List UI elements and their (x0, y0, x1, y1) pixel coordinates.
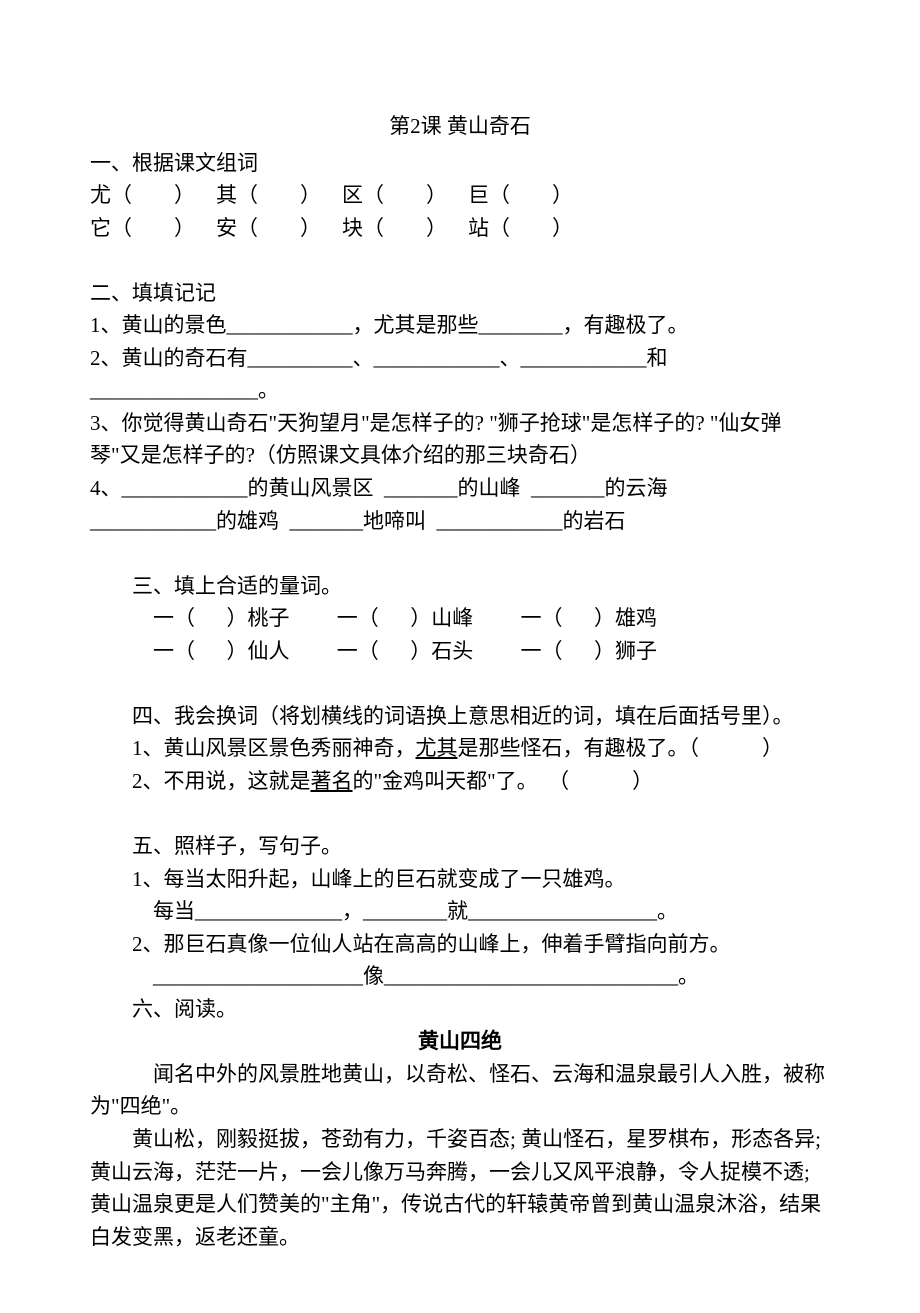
section-2-q4b: ____________的雄鸡 _______地啼叫 ____________的… (90, 505, 830, 538)
section-5-q1-blank: 每当______________，________就______________… (90, 895, 830, 928)
section-2-q2: 2、黄山的奇石有__________、____________、________… (90, 342, 830, 407)
reading-paragraph-2: 黄山松，刚毅挺拔，苍劲有力，千姿百态; 黄山怪石，星罗棋布，形态各异; 黄山云海… (90, 1123, 830, 1253)
lesson-title: 第2课 黄山奇石 (90, 110, 830, 143)
section-1-row-2: 它（ ） 安（ ） 块（ ） 站（ ） (90, 212, 830, 245)
reading-title: 黄山四绝 (90, 1025, 830, 1058)
section-5-header: 五、照样子，写句子。 (90, 830, 830, 863)
section-5-q2: 2、那巨石真像一位仙人站在高高的山峰上，伸着手臂指向前方。 (90, 928, 830, 961)
section-2-q4a: 4、____________的黄山风景区 _______的山峰 _______的… (90, 472, 830, 505)
section-3-row-2: 一（ ）仙人 一（ ）石头 一（ ）狮子 (90, 635, 830, 668)
section-2-header: 二、填填记记 (90, 277, 830, 310)
document-page: 第2课 黄山奇石 一、根据课文组词 尤（ ） 其（ ） 区（ ） 巨（ ） 它（… (0, 0, 920, 1313)
s4-q1-underline: 尤其 (416, 736, 458, 760)
s4-q2-post: 的"金鸡叫天都"了。 （ ） (353, 769, 654, 793)
s4-q1-pre: 1、黄山风景区景色秀丽神奇， (132, 736, 416, 760)
section-5-q1: 1、每当太阳升起，山峰上的巨石就变成了一只雄鸡。 (90, 863, 830, 896)
section-3-row-1: 一（ ）桃子 一（ ）山峰 一（ ）雄鸡 (90, 602, 830, 635)
reading-paragraph-1: 闻名中外的风景胜地黄山，以奇松、怪石、云海和温泉最引人入胜，被称为"四绝"。 (90, 1058, 830, 1123)
section-2-q3: 3、你觉得黄山奇石"天狗望月"是怎样子的? "狮子抢球"是怎样子的? "仙女弹琴… (90, 407, 830, 472)
s4-q2-pre: 2、不用说，这就是 (132, 769, 311, 793)
section-4-q1: 1、黄山风景区景色秀丽神奇，尤其是那些怪石，有趣极了。（ ） (90, 732, 830, 765)
section-4-q2: 2、不用说，这就是著名的"金鸡叫天都"了。 （ ） (90, 765, 830, 798)
section-6-header: 六、阅读。 (90, 993, 830, 1026)
s4-q1-post: 是那些怪石，有趣极了。（ ） (458, 736, 784, 760)
section-1-header: 一、根据课文组词 (90, 147, 830, 180)
section-1-row-1: 尤（ ） 其（ ） 区（ ） 巨（ ） (90, 179, 830, 212)
section-4-header: 四、我会换词（将划横线的词语换上意思相近的词，填在后面括号里）。 (90, 700, 830, 733)
s4-q2-underline: 著名 (311, 769, 353, 793)
section-2-q1: 1、黄山的景色____________，尤其是那些________，有趣极了。 (90, 309, 830, 342)
section-5-q2-blank: ____________________像___________________… (90, 960, 830, 993)
section-3-header: 三、填上合适的量词。 (90, 570, 830, 603)
